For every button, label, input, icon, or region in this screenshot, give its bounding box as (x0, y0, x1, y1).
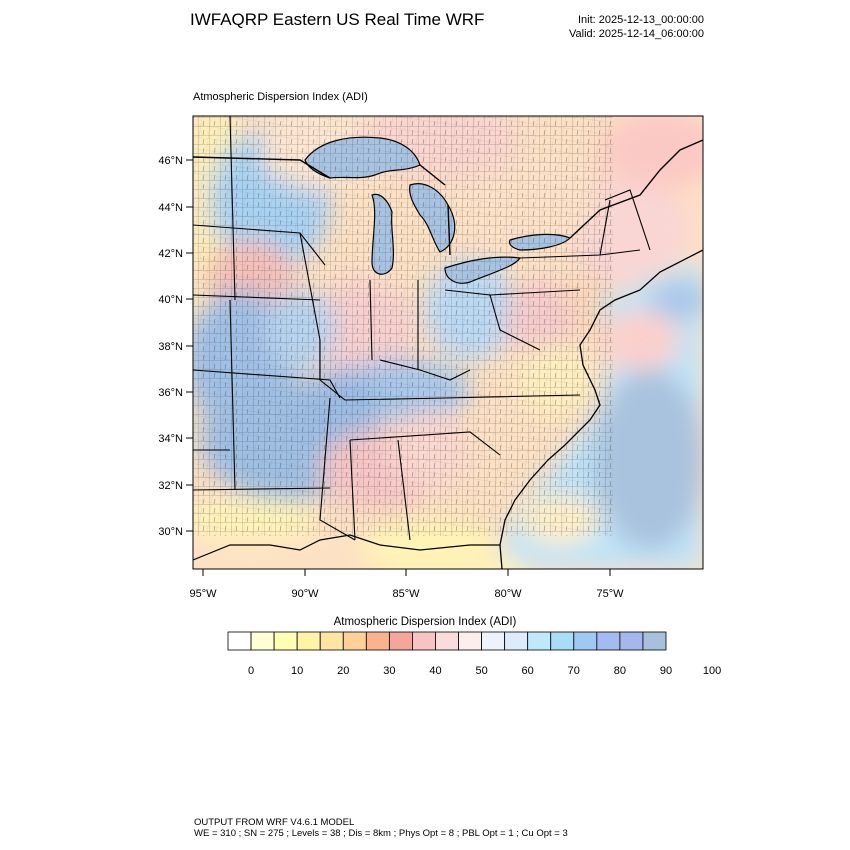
lat-tick-label: 32°N (158, 480, 183, 492)
colorbar-swatch (550, 631, 575, 651)
lon-tick-label: 75°W (596, 588, 624, 600)
colorbar-title: Atmospheric Dispersion Index (ADI) (333, 616, 517, 628)
colorbar-swatch (481, 631, 506, 651)
lon-tick-label: 85°W (392, 588, 420, 600)
atlantic-coastline (499, 249, 703, 569)
colorbar-swatch (435, 631, 459, 651)
colorbar-swatch (227, 631, 252, 651)
lon-tick-label: 90°W (291, 588, 319, 600)
colorbar-swatch (527, 631, 552, 651)
footer-line-2: WE = 310 ; SN = 275 ; Levels = 38 ; Dis … (194, 828, 568, 839)
county-boundaries-secondary (193, 116, 613, 536)
model-footer: OUTPUT FROM WRF V4.6.1 MODEL WE = 310 ; … (194, 817, 568, 839)
colorbar-tick-label: 90 (660, 665, 672, 677)
colorbar-tick-label: 30 (383, 665, 395, 677)
lon-tick-label: 95°W (189, 588, 217, 600)
colorbar-tick-label: 50 (475, 665, 487, 677)
colorbar-swatch (573, 631, 598, 651)
lat-tick-label: 40°N (158, 294, 183, 306)
colorbar-tick-label: 70 (568, 665, 580, 677)
colorbar-swatch (619, 631, 644, 651)
lat-tick-label: 42°N (158, 248, 183, 260)
colorbar-swatch (365, 631, 390, 651)
international-border (193, 139, 703, 256)
map-title: IWFAQRP Eastern US Real Time WRF (190, 10, 485, 29)
colorbar-swatch (642, 631, 667, 651)
colorbar-tick-label: 100 (703, 665, 721, 677)
init-time: Init: 2025-12-13_00:00:00 (578, 14, 704, 26)
lat-tick-label: 38°N (158, 341, 183, 353)
lat-tick-label: 36°N (158, 387, 183, 399)
colorbar-tick-label: 10 (291, 665, 303, 677)
footer-line-1: OUTPUT FROM WRF V4.6.1 MODEL (194, 817, 355, 828)
colorbar-swatch (273, 631, 298, 651)
map-frame (192, 115, 704, 570)
lon-tick-label: 80°W (494, 588, 522, 600)
colorbar-tick-label: 20 (337, 665, 349, 677)
valid-time: Valid: 2025-12-14_06:00:00 (569, 28, 704, 40)
field-subtitle: Atmospheric Dispersion Index (ADI) (193, 91, 368, 103)
state-borders (193, 116, 651, 541)
colorbar-swatch (250, 631, 275, 651)
colorbar: 0 10 20 30 40 50 60 70 80 90 100 (227, 631, 721, 677)
colorbar-swatch (388, 631, 413, 651)
latitude-axis: 46°N 44°N 42°N 40°N 38°N 36°N 34°N 32°N 30°N (158, 155, 193, 538)
colorbar-swatch (412, 631, 436, 651)
time-info: Init: 2025-12-13_00:00:00 Valid: 2025-12… (569, 13, 704, 41)
colorbar-swatch (596, 631, 621, 651)
lat-tick-label: 44°N (158, 202, 183, 214)
lat-tick-label: 46°N (158, 155, 183, 167)
colorbar-swatch (504, 631, 529, 651)
colorbar-swatch (296, 631, 321, 651)
colorbar-swatch (319, 631, 344, 651)
colorbar-swatch (342, 631, 367, 651)
colorbar-swatch (458, 631, 482, 651)
lat-tick-label: 34°N (158, 433, 183, 445)
colorbar-tick-label: 60 (522, 665, 534, 677)
colorbar-tick-label: 0 (248, 665, 254, 677)
longitude-axis: 95°W 90°W 85°W 80°W 75°W (189, 569, 624, 600)
lat-tick-label: 30°N (158, 526, 183, 538)
colorbar-tick-label: 80 (614, 665, 626, 677)
gulf-coastline (193, 534, 500, 561)
map-plot-area (193, 116, 703, 569)
colorbar-tick-label: 40 (429, 665, 441, 677)
